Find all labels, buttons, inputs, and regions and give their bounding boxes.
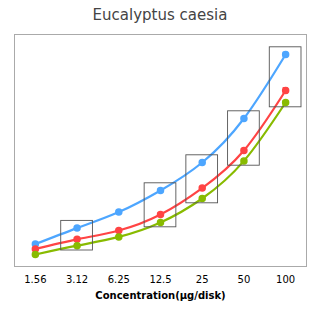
svg-text:1.56: 1.56 bbox=[24, 274, 46, 285]
svg-text:50: 50 bbox=[238, 274, 251, 285]
svg-text:12.5: 12.5 bbox=[149, 274, 171, 285]
svg-text:6.25: 6.25 bbox=[108, 274, 130, 285]
svg-text:3.12: 3.12 bbox=[66, 274, 88, 285]
svg-text:100: 100 bbox=[276, 274, 295, 285]
svg-text:Concentration(μg/disk): Concentration(μg/disk) bbox=[95, 290, 225, 301]
html-text:Eucalyptus caesia: Eucalyptus caesia bbox=[92, 6, 228, 24]
svg-text:25: 25 bbox=[196, 274, 209, 285]
